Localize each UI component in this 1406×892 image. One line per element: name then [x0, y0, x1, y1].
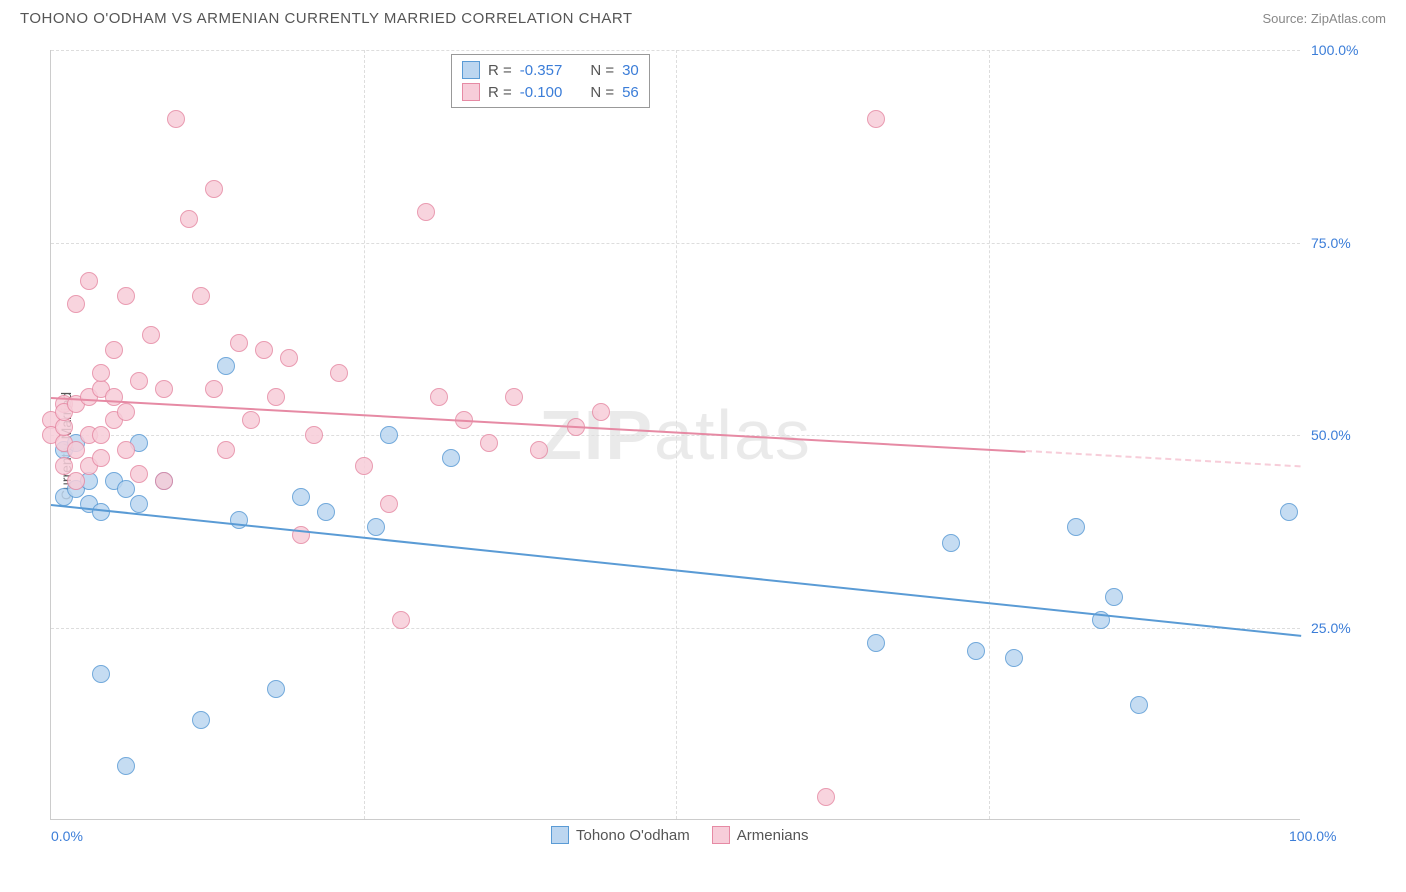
data-point	[1130, 696, 1148, 714]
data-point	[105, 341, 123, 359]
data-point	[417, 203, 435, 221]
data-point	[267, 680, 285, 698]
legend-swatch	[712, 826, 730, 844]
scatter-chart: ZIPatlas 25.0%50.0%75.0%100.0%0.0%100.0%…	[50, 50, 1300, 820]
x-tick-label: 100.0%	[1289, 828, 1355, 844]
data-point	[205, 180, 223, 198]
legend-swatch	[462, 61, 480, 79]
data-point	[230, 334, 248, 352]
data-point	[117, 287, 135, 305]
series-legend-item: Tohono O'odham	[551, 826, 690, 844]
data-point	[205, 380, 223, 398]
data-point	[1005, 649, 1023, 667]
series-legend: Tohono O'odham Armenians	[551, 826, 808, 844]
data-point	[92, 364, 110, 382]
series-legend-label: Armenians	[737, 827, 809, 844]
y-tick-label: 25.0%	[1311, 620, 1351, 636]
correlation-legend-row: R = -0.100 N = 56	[462, 81, 639, 103]
data-point	[292, 488, 310, 506]
r-label: R =	[488, 84, 512, 101]
data-point	[867, 110, 885, 128]
data-point	[55, 418, 73, 436]
data-point	[255, 341, 273, 359]
data-point	[867, 634, 885, 652]
data-point	[317, 503, 335, 521]
data-point	[67, 441, 85, 459]
data-point	[130, 372, 148, 390]
legend-swatch	[551, 826, 569, 844]
data-point	[480, 434, 498, 452]
n-label: N =	[590, 84, 614, 101]
data-point	[1067, 518, 1085, 536]
data-point	[392, 611, 410, 629]
data-point	[117, 441, 135, 459]
r-label: R =	[488, 62, 512, 79]
data-point	[380, 495, 398, 513]
data-point	[442, 449, 460, 467]
data-point	[117, 480, 135, 498]
series-legend-item: Armenians	[712, 826, 809, 844]
x-tick-label: 0.0%	[51, 828, 83, 844]
data-point	[280, 349, 298, 367]
data-point	[92, 426, 110, 444]
data-point	[305, 426, 323, 444]
data-point	[267, 388, 285, 406]
data-point	[367, 518, 385, 536]
data-point	[130, 495, 148, 513]
r-value: -0.100	[520, 84, 563, 101]
regression-line	[1026, 450, 1301, 467]
data-point	[130, 465, 148, 483]
data-point	[167, 110, 185, 128]
y-tick-label: 100.0%	[1311, 42, 1358, 58]
gridline-v	[989, 50, 990, 819]
data-point	[80, 272, 98, 290]
series-legend-label: Tohono O'odham	[576, 827, 690, 844]
data-point	[330, 364, 348, 382]
correlation-legend: R = -0.357 N = 30 R = -0.100 N = 56	[451, 54, 650, 108]
data-point	[155, 380, 173, 398]
r-value: -0.357	[520, 62, 563, 79]
data-point	[380, 426, 398, 444]
data-point	[117, 757, 135, 775]
data-point	[967, 642, 985, 660]
source-label: Source: ZipAtlas.com	[1262, 11, 1386, 26]
gridline-v	[364, 50, 365, 819]
data-point	[592, 403, 610, 421]
data-point	[530, 441, 548, 459]
data-point	[217, 357, 235, 375]
data-point	[217, 441, 235, 459]
legend-swatch	[462, 83, 480, 101]
data-point	[117, 403, 135, 421]
data-point	[430, 388, 448, 406]
data-point	[55, 457, 73, 475]
data-point	[192, 711, 210, 729]
data-point	[192, 287, 210, 305]
data-point	[67, 472, 85, 490]
y-tick-label: 75.0%	[1311, 235, 1351, 251]
data-point	[355, 457, 373, 475]
data-point	[142, 326, 160, 344]
data-point	[242, 411, 260, 429]
chart-title: TOHONO O'ODHAM VS ARMENIAN CURRENTLY MAR…	[20, 10, 633, 27]
y-tick-label: 50.0%	[1311, 427, 1351, 443]
data-point	[942, 534, 960, 552]
data-point	[1280, 503, 1298, 521]
data-point	[67, 295, 85, 313]
data-point	[817, 788, 835, 806]
data-point	[1105, 588, 1123, 606]
data-point	[505, 388, 523, 406]
data-point	[180, 210, 198, 228]
n-value: 56	[622, 84, 639, 101]
gridline-v	[676, 50, 677, 819]
n-value: 30	[622, 62, 639, 79]
data-point	[92, 665, 110, 683]
n-label: N =	[590, 62, 614, 79]
data-point	[155, 472, 173, 490]
correlation-legend-row: R = -0.357 N = 30	[462, 59, 639, 81]
data-point	[92, 449, 110, 467]
